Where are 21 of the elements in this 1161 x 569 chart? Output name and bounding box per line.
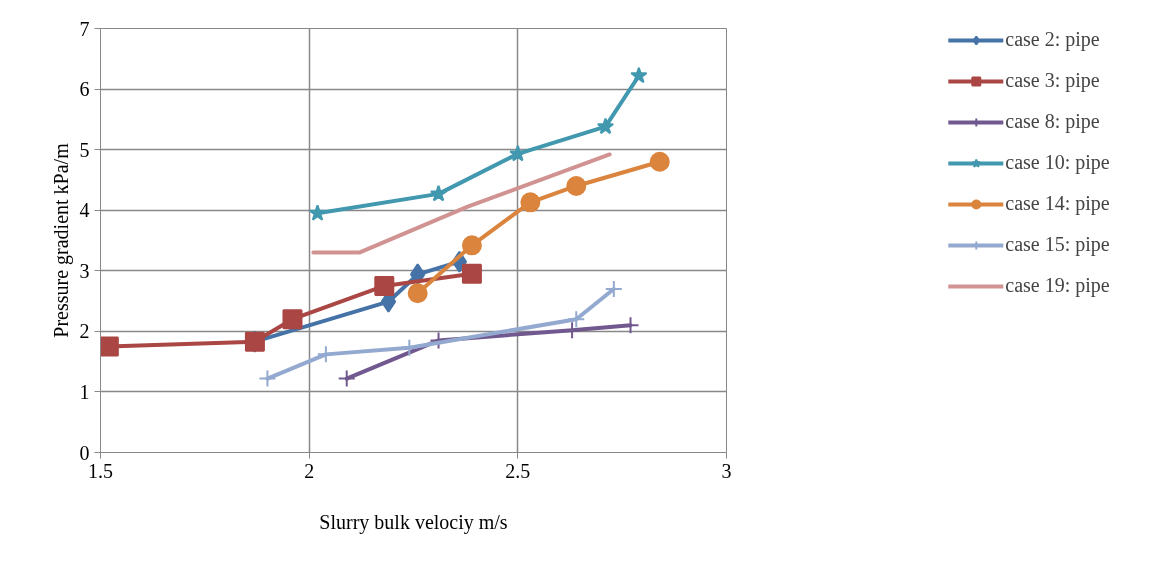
- legend-label: case 19: pipe: [1005, 274, 1110, 297]
- legend-label: case 14: pipe: [1005, 192, 1110, 215]
- y-tick-label: 0: [79, 441, 90, 464]
- x-tick-label: 2: [304, 459, 315, 482]
- legend-label: case 8: pipe: [1005, 110, 1100, 133]
- legend-label: case 15: pipe: [1005, 233, 1110, 256]
- y-tick-label: 5: [79, 138, 90, 161]
- y-axis-title: Pressure gradient kPa/m: [49, 142, 73, 338]
- x-axis-title: Slurry bulk velociy m/s: [319, 510, 508, 534]
- y-tick-label: 1: [79, 380, 90, 403]
- x-tick-label: 3: [721, 459, 732, 482]
- y-tick-label: 3: [79, 259, 90, 282]
- y-tick-label: 2: [79, 320, 90, 343]
- x-tick-label: 2.5: [505, 459, 531, 482]
- legend-label: case 2: pipe: [1005, 28, 1100, 51]
- y-tick-label: 7: [79, 17, 90, 40]
- y-tick-label: 6: [79, 78, 90, 101]
- x-tick-label: 1.5: [88, 459, 113, 482]
- legend-label: case 10: pipe: [1005, 151, 1110, 174]
- y-tick-label: 4: [79, 199, 90, 222]
- legend-label: case 3: pipe: [1005, 69, 1100, 92]
